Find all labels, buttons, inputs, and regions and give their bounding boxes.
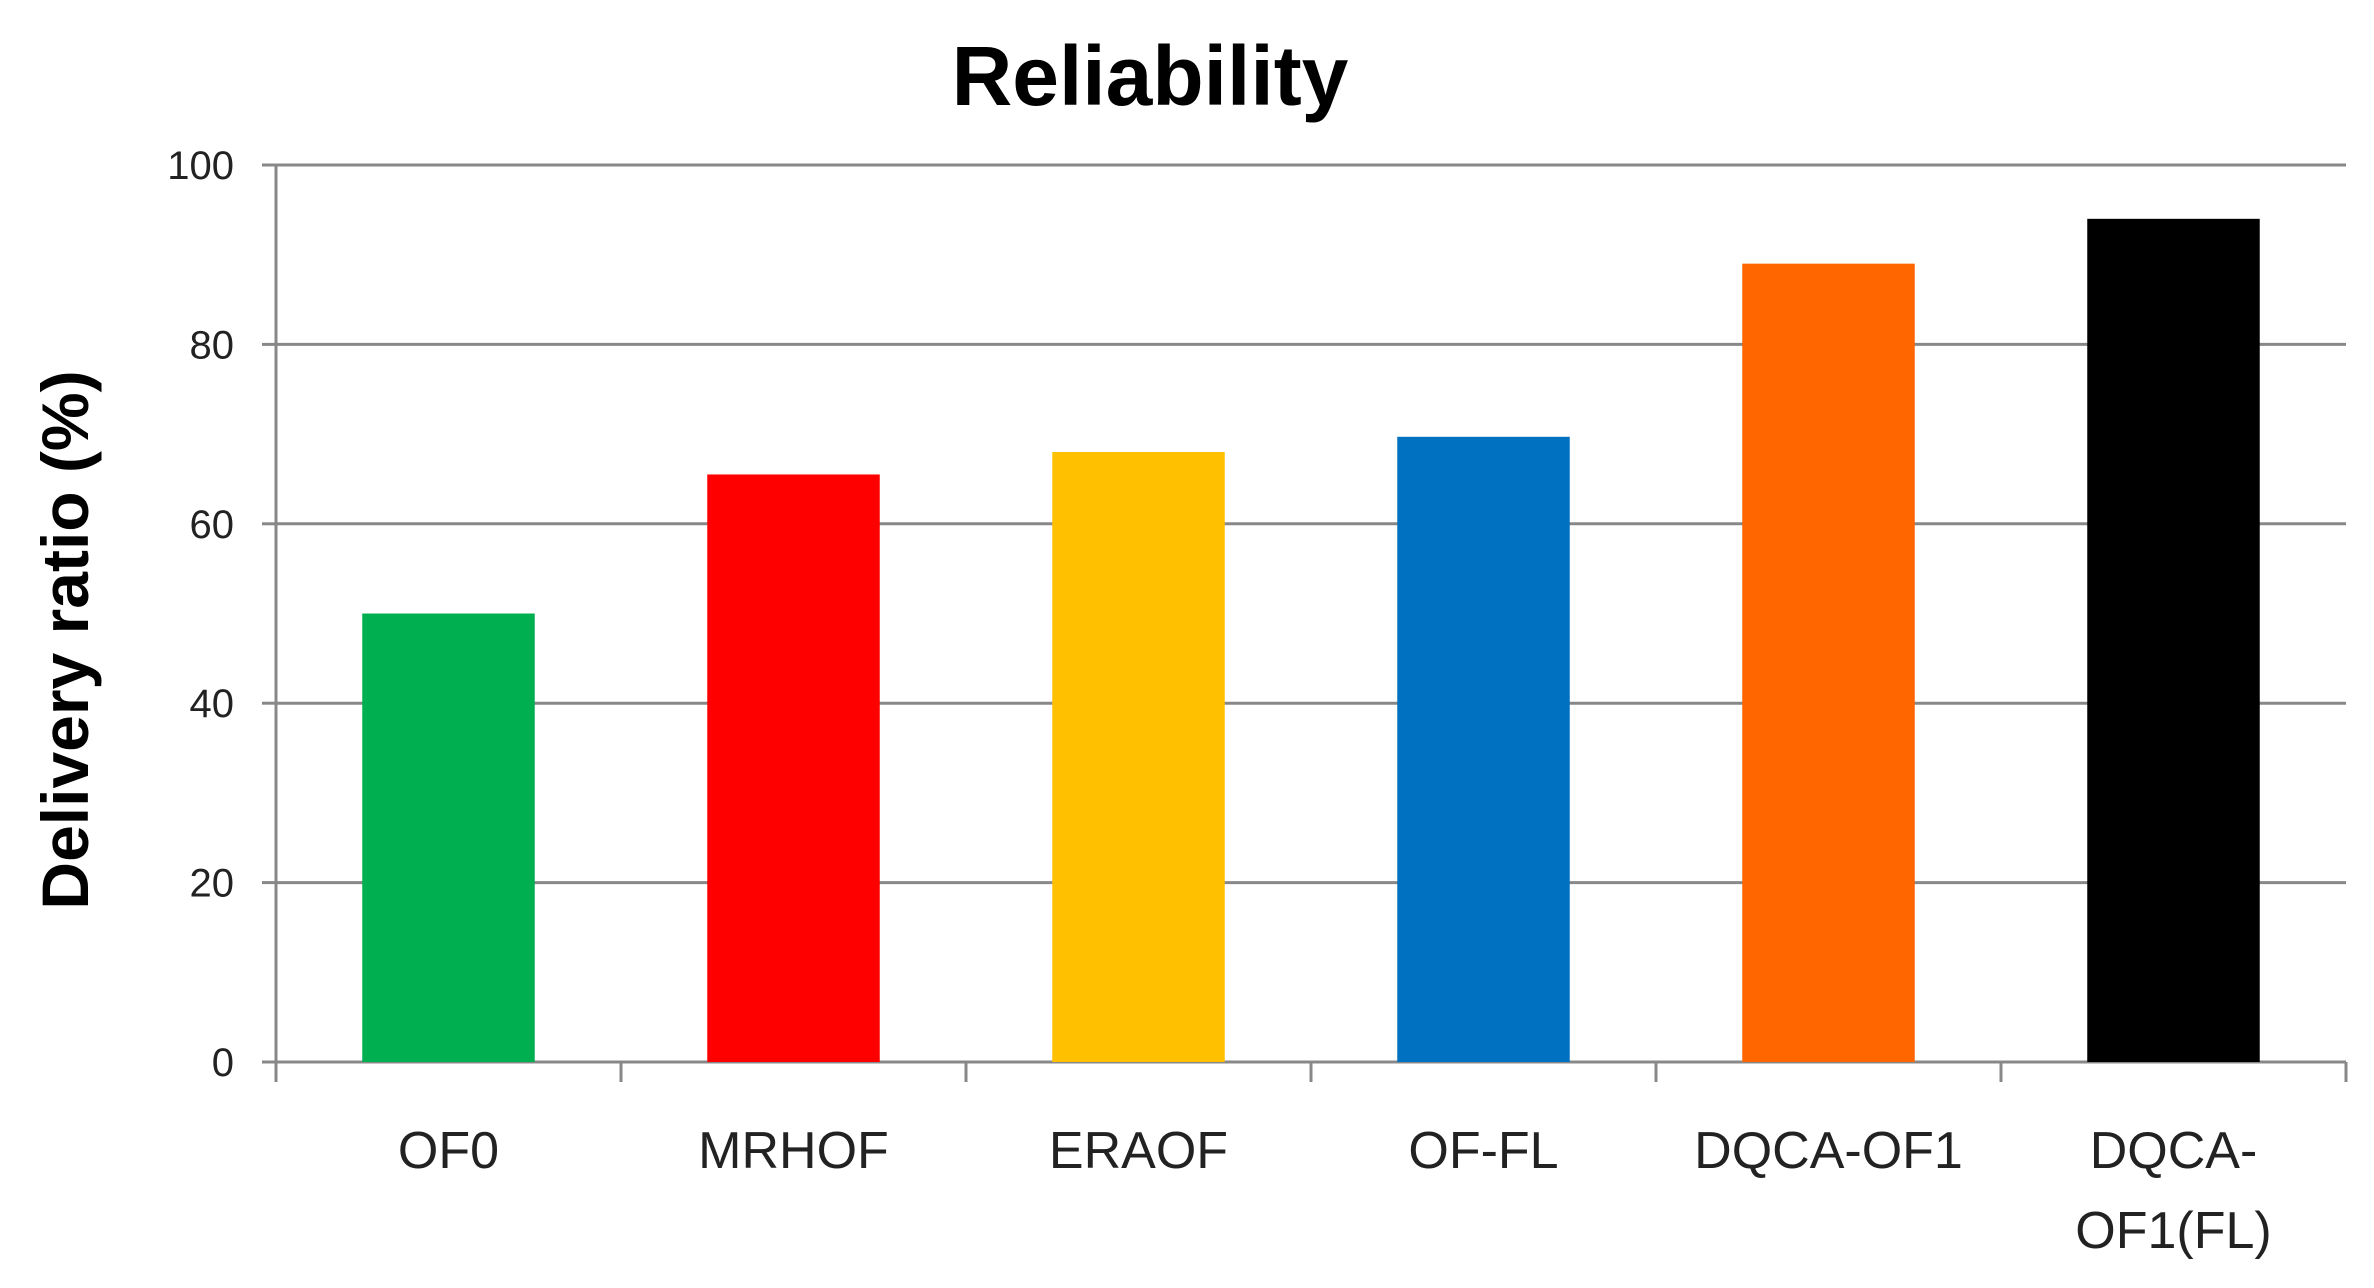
y-tick-label: 60: [190, 503, 235, 547]
bar-of-fl: [1397, 436, 1570, 1062]
x-tick-label: OF1(FL): [2075, 1202, 2271, 1260]
y-tick-label: 80: [190, 323, 235, 367]
bar-mrhof: [707, 474, 880, 1063]
x-tick-label: ERAOF: [1049, 1122, 1228, 1180]
bar-dqca-of1: [1742, 263, 1915, 1062]
y-tick-label: 0: [212, 1041, 234, 1085]
y-tick-label: 20: [190, 862, 235, 906]
y-tick-label: 100: [167, 144, 234, 188]
y-axis-label: Delivery ratio (%): [28, 370, 102, 909]
bars: [362, 218, 2260, 1063]
gridlines: [276, 163, 2346, 1064]
x-tick-label: DQCA-: [2090, 1122, 2258, 1180]
x-tick-label: DQCA-OF1: [1694, 1122, 1963, 1180]
bar-eraof: [1052, 452, 1225, 1062]
x-tick-label: OF0: [398, 1122, 499, 1180]
axes: 0 20 40 60 80 100: [167, 144, 2348, 1085]
x-tick-label: OF-FL: [1408, 1122, 1558, 1180]
bar-of0: [362, 613, 535, 1062]
chart-title: Reliability: [952, 29, 1349, 123]
labels: Reliability Delivery ratio (%) OF0 MRHOF E…: [28, 29, 2272, 1260]
bar-dqca-of1-fl-: [2087, 218, 2260, 1062]
x-tick-label: MRHOF: [698, 1122, 889, 1180]
y-tick-label: 40: [190, 682, 235, 726]
